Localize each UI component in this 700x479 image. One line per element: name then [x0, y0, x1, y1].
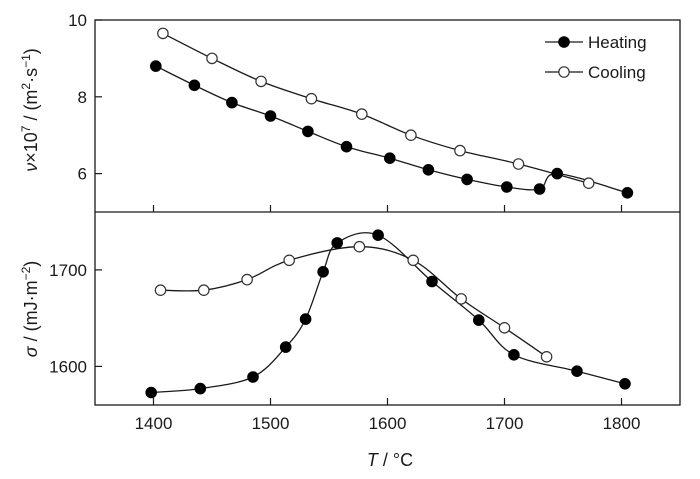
bottom-heating-point-0	[145, 386, 157, 399]
top-cooling-point-5	[405, 129, 417, 141]
bottom-markers	[145, 229, 631, 399]
x-axis-label-unit: / °C	[378, 450, 413, 470]
top-heating-point-7	[422, 164, 435, 176]
top-heating-point-1	[188, 79, 201, 92]
bottom-heating-point-7	[372, 229, 384, 241]
top-heating-point-10	[533, 183, 546, 195]
bottom-heating-point-6	[331, 237, 343, 249]
top-y-tick-label-10: 10	[68, 11, 87, 30]
bottom-heating-point-9	[472, 314, 485, 326]
top-cooling-curve	[162, 32, 589, 184]
top-y-tick-label-6: 6	[78, 165, 87, 184]
bottom-cooling-point-0	[154, 284, 167, 296]
top-cooling-point-8	[582, 177, 595, 189]
bottom-cooling-curve	[160, 246, 547, 358]
top-heating-point-11	[551, 167, 563, 180]
legend-heating-label: Heating	[588, 33, 647, 52]
top-cooling-point-0	[157, 27, 169, 40]
bottom-cooling-point-4	[353, 240, 366, 253]
bottom-cooling-point-5	[407, 254, 419, 267]
bottom-heating-point-2	[247, 371, 259, 383]
top-ylabel-unit-close: )	[21, 48, 41, 54]
bottom-ylabel-unit-exp: −2	[19, 266, 33, 280]
top-ylabel-unit-exp2: −1	[19, 54, 33, 68]
x-ticks: 1400 1500 1600 1700 1800	[135, 414, 641, 433]
x-axis-label-var: T	[367, 450, 380, 470]
bottom-heating-point-11	[571, 365, 583, 377]
bottom-ylabel-var: σ	[21, 345, 41, 357]
bottom-y-tick-label-1700: 1700	[49, 261, 87, 280]
bottom-heating-point-5	[317, 265, 329, 278]
bottom-heating-point-3	[279, 341, 292, 353]
top-heating-point-6	[383, 152, 396, 164]
legend-heating-marker	[558, 36, 570, 48]
bottom-heating-point-1	[194, 382, 207, 395]
top-ylabel-unit-open: / (m	[21, 90, 41, 126]
legend-cooling-label: Cooling	[588, 63, 646, 82]
bottom-heating-point-12	[619, 377, 631, 390]
top-heating-point-9	[500, 181, 513, 193]
bottom-ylabel-unit-open: / (mJ·m	[21, 280, 41, 346]
bottom-cooling-point-3	[283, 254, 295, 267]
top-cooling-point-4	[355, 108, 368, 120]
top-ylabel: ν×107 / (m2·s−1)	[19, 48, 41, 172]
top-cooling-point-1	[206, 52, 218, 65]
top-heating-point-2	[226, 96, 238, 109]
top-ylabel-var: ν	[21, 163, 41, 172]
top-heating-point-12	[621, 187, 634, 199]
top-y-tick-label-8: 8	[78, 88, 87, 107]
x-axis-label: T / °C	[367, 450, 413, 470]
bottom-heating-point-4	[299, 313, 312, 325]
top-heating-point-8	[461, 173, 473, 186]
bottom-cooling-point-1	[198, 284, 210, 296]
top-cooling-point-2	[255, 75, 267, 88]
bottom-heating-curve	[151, 232, 626, 394]
bottom-cooling-point-7	[498, 321, 511, 334]
bottom-cooling-point-8	[540, 350, 553, 363]
top-heating-point-3	[264, 110, 277, 122]
legend: Heating Cooling	[545, 33, 647, 82]
x-tick-label-1600: 1600	[369, 414, 407, 433]
top-ylabel-rest: ×10	[21, 132, 41, 163]
bottom-heating-point-8	[426, 275, 438, 288]
top-markers	[150, 27, 634, 199]
top-ylabel-unit-exp1: 2	[19, 83, 33, 90]
bottom-heating-point-10	[508, 348, 520, 361]
bottom-panel: 1600 1700 1400 1500 1600 1700 1800 σ / (mJ·m−…	[19, 229, 641, 470]
bottom-y-tick-label-1600: 1600	[49, 357, 87, 376]
top-panel: 6 8 10 ν×107 / (m2·s−1) Heating Cooling	[19, 11, 647, 212]
top-heating-point-0	[150, 60, 162, 72]
top-cooling-point-6	[454, 144, 466, 157]
x-tick-label-1800: 1800	[603, 414, 641, 433]
bottom-ylabel-unit-close: )	[21, 261, 41, 267]
x-tick-label-1400: 1400	[135, 414, 173, 433]
bottom-curves	[151, 232, 626, 394]
x-tick-label-1500: 1500	[252, 414, 290, 433]
top-ylabel-unit-mid: ·s	[21, 68, 41, 83]
top-ylabel-exp: 7	[19, 125, 33, 132]
bottom-ticks: 1600 1700	[49, 261, 623, 405]
top-heating-point-4	[302, 125, 314, 138]
top-cooling-point-3	[305, 92, 318, 105]
top-cooling-point-7	[512, 158, 525, 170]
bottom-cooling-point-2	[241, 273, 253, 286]
bottom-cooling-point-6	[455, 293, 467, 305]
x-tick-label-1700: 1700	[486, 414, 524, 433]
legend-cooling-marker	[558, 66, 570, 78]
top-heating-point-5	[340, 140, 353, 153]
bottom-ylabel: σ / (mJ·m−2)	[19, 261, 41, 358]
top-ticks: 6 8 10	[68, 11, 623, 212]
